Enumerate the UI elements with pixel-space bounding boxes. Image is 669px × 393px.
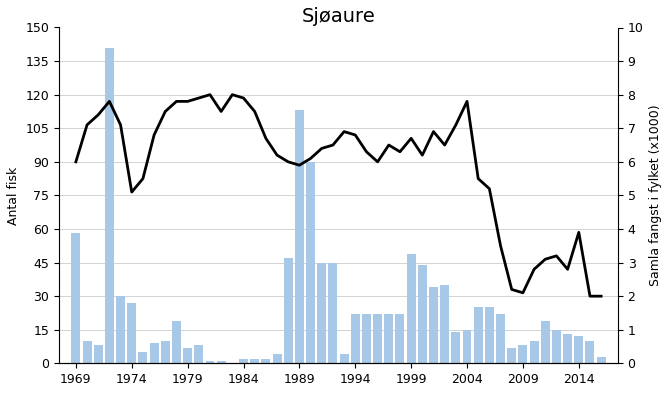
Bar bbox=[161, 341, 170, 364]
Bar bbox=[150, 343, 159, 364]
Bar bbox=[72, 233, 80, 364]
Bar bbox=[105, 48, 114, 364]
Bar bbox=[462, 330, 472, 364]
Bar bbox=[351, 314, 360, 364]
Bar bbox=[418, 265, 427, 364]
Bar bbox=[127, 303, 136, 364]
Bar bbox=[395, 314, 405, 364]
Bar bbox=[82, 341, 92, 364]
Bar bbox=[440, 285, 449, 364]
Bar bbox=[284, 258, 292, 364]
Bar bbox=[205, 361, 215, 364]
Bar bbox=[138, 352, 147, 364]
Title: Sjøaure: Sjøaure bbox=[302, 7, 375, 26]
Bar bbox=[340, 354, 349, 364]
Bar bbox=[552, 330, 561, 364]
Bar bbox=[183, 348, 192, 364]
Bar bbox=[407, 253, 415, 364]
Bar bbox=[563, 334, 572, 364]
Bar bbox=[94, 345, 102, 364]
Bar bbox=[172, 321, 181, 364]
Bar bbox=[317, 263, 326, 364]
Bar bbox=[530, 341, 539, 364]
Bar bbox=[262, 359, 270, 364]
Bar bbox=[194, 345, 203, 364]
Bar bbox=[239, 359, 248, 364]
Bar bbox=[362, 314, 371, 364]
Bar bbox=[250, 359, 259, 364]
Bar bbox=[496, 314, 505, 364]
Bar bbox=[474, 307, 482, 364]
Bar bbox=[373, 314, 382, 364]
Bar bbox=[116, 296, 125, 364]
Y-axis label: Antal fisk: Antal fisk bbox=[7, 166, 20, 224]
Bar bbox=[518, 345, 527, 364]
Bar bbox=[585, 341, 595, 364]
Bar bbox=[452, 332, 460, 364]
Bar bbox=[541, 321, 550, 364]
Bar bbox=[507, 348, 516, 364]
Bar bbox=[295, 110, 304, 364]
Bar bbox=[306, 162, 315, 364]
Bar bbox=[384, 314, 393, 364]
Bar bbox=[574, 336, 583, 364]
Y-axis label: Samla fangst i fylket (x1000): Samla fangst i fylket (x1000) bbox=[649, 105, 662, 286]
Bar bbox=[217, 361, 225, 364]
Bar bbox=[272, 354, 282, 364]
Bar bbox=[429, 287, 438, 364]
Bar bbox=[328, 263, 337, 364]
Bar bbox=[597, 356, 605, 364]
Bar bbox=[485, 307, 494, 364]
